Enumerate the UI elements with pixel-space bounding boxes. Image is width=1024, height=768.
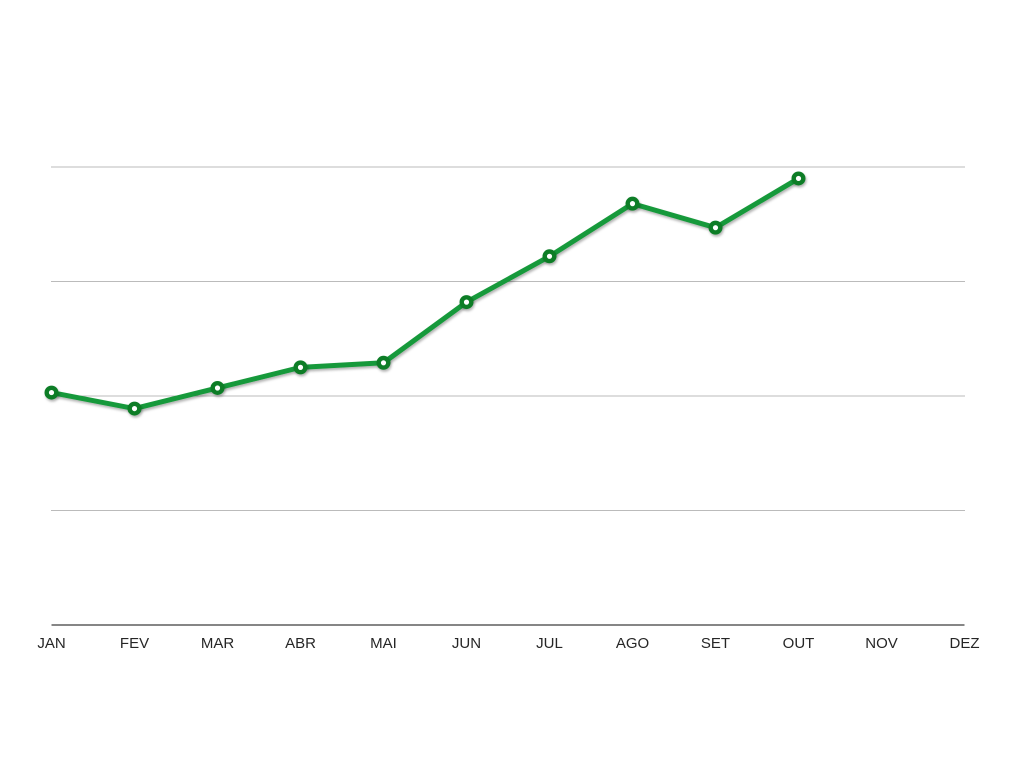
x-axis-label: MAR (201, 635, 235, 652)
data-point-markers (44, 171, 806, 416)
data-point-marker (625, 196, 640, 211)
x-axis-label: DEZ (950, 635, 980, 652)
data-point-marker (293, 360, 308, 375)
data-point-marker (459, 295, 474, 310)
x-axis-label: JUN (452, 635, 481, 652)
data-point-marker (127, 401, 142, 416)
data-point-marker (708, 220, 723, 235)
x-axis-label: OUT (783, 635, 815, 652)
data-series-line (49, 175, 801, 412)
data-point-marker (44, 385, 59, 400)
data-point-marker (210, 380, 225, 395)
x-axis-label: ABR (285, 635, 316, 652)
x-axis-label: FEV (120, 635, 149, 652)
x-axis-label: SET (701, 635, 730, 652)
data-point-marker (376, 355, 391, 370)
x-axis-label: JAN (37, 635, 65, 652)
x-axis-label: MAI (370, 635, 397, 652)
data-point-marker (791, 171, 806, 186)
x-axis-label: JUL (536, 635, 563, 652)
series-line (49, 175, 801, 412)
x-axis-labels: JAN FEV MAR ABR MAI JUN JUL AGO SET OUT NOV DEZ (37, 635, 979, 652)
x-axis-label: NOV (865, 635, 898, 652)
gridlines (51, 166, 965, 511)
x-axis-label: AGO (616, 635, 649, 652)
data-point-marker (542, 249, 557, 264)
